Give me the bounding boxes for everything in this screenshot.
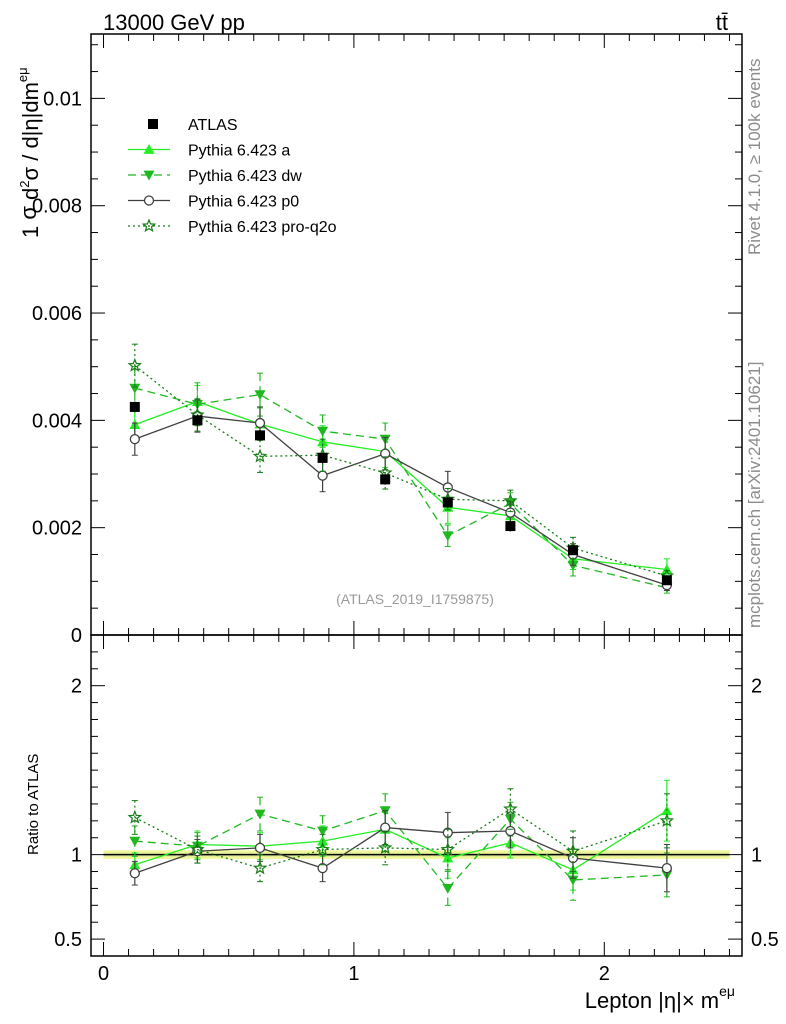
atlas-data-point (661, 575, 672, 586)
main-line-pythia-6-423-pro-q2o (134, 365, 668, 577)
analysis-watermark: (ATLAS_2019_I1759875) (336, 591, 494, 607)
ratio-point-pythia-6-423-pro-q2o (503, 801, 518, 816)
main-point-pythia-6-423-p0 (317, 470, 328, 481)
main-y-axis-label: 1 σ d2σ / d|η|dmeμ (15, 67, 43, 238)
x-tick-label: 0 (98, 963, 109, 985)
main-point-pythia-6-423-p0 (129, 433, 140, 445)
ratio-point-pythia-6-423-dw (442, 884, 454, 894)
atlas-data-point (192, 415, 203, 426)
atlas-data (129, 401, 672, 586)
ratio-point-pythia-6-423-p0 (129, 868, 140, 879)
main-point-pythia-6-423-pro-q2o (127, 357, 143, 372)
atlas-data-point (505, 521, 516, 532)
legend-marker-pythia-6-423-dw (143, 170, 155, 181)
process-label: tt̄ (716, 10, 728, 35)
atlas-data-point (317, 452, 328, 463)
ratio-point-pythia-6-423-dw (317, 826, 329, 837)
legend-marker-pythia-6-423-pro-q2o (141, 218, 157, 233)
ratio-frame (90, 634, 743, 957)
rivet-label: Rivet 4.1.0, ≥ 100k events (745, 59, 764, 255)
main-point-pythia-6-423-dw (317, 426, 329, 437)
main-point-pythia-6-423-pro-q2o (252, 448, 268, 463)
ratio-point-pythia-6-423-pro-q2o (127, 809, 143, 824)
main-point-pythia-6-423-dw (129, 383, 141, 394)
ratio-line-pythia-6-423-a (134, 810, 668, 871)
energy-label: 13000 GeV pp (103, 10, 245, 35)
legend-marker-pythia-6-423-a (143, 144, 155, 154)
main-point-pythia-6-423-pro-q2o (503, 493, 518, 508)
ratio-y-tick-label-right: 0.5 (751, 929, 779, 951)
atlas-data-point (442, 497, 453, 508)
ratio-panel: 0 1 2 0.5 0.5 1 1 2 2 Ratio to ATLAS Lepton |η|×… (25, 634, 779, 1013)
ratio-point-pythia-6-423-pro-q2o (252, 860, 268, 875)
main-y-tick-label: 0 (71, 625, 82, 647)
ratio-y-tick-label: 1 (71, 845, 82, 867)
legend-label-pythia-6-423-dw: Pythia 6.423 dw (188, 168, 302, 185)
main-point-pythia-6-423-p0 (442, 482, 453, 493)
ratio-y-tick-label-right: 1 (751, 845, 762, 867)
legend-label-atlas: ATLAS (188, 117, 238, 134)
legend-label-pythia-6-423-p0: Pythia 6.423 p0 (188, 194, 299, 211)
ratio-point-pythia-6-423-dw (129, 836, 141, 847)
main-point-pythia-6-423-dw (567, 560, 579, 571)
ratio-point-pythia-6-423-a (442, 852, 454, 863)
ratio-line-pythia-6-423-dw (134, 809, 667, 890)
main-point-pythia-6-423-dw (442, 531, 454, 542)
ratio-ticks (91, 634, 742, 956)
ratio-point-pythia-6-423-dw (254, 809, 266, 820)
ratio-point-pythia-6-423-pro-q2o (315, 841, 330, 856)
legend-label-pythia-6-423-pro-q2o: Pythia 6.423 pro-q2o (188, 219, 337, 236)
ratio-point-pythia-6-423-p0 (254, 842, 266, 854)
legend-marker-atlas (148, 119, 158, 129)
main-line-pythia-6-423-p0 (134, 415, 668, 586)
ratio-point-pythia-6-423-p0 (317, 862, 328, 874)
atlas-data-point (255, 430, 266, 441)
atlas-data-point (129, 401, 140, 412)
atlas-data-point (380, 474, 391, 485)
mcplots-label: mcplots.cern.ch [arXiv:2401.10621] (745, 362, 764, 628)
main-point-pythia-6-423-p0 (505, 507, 516, 518)
main-series (127, 343, 675, 594)
main-y-tick-labels: 0 0.002 0.004 0.006 0.008 0.01 (32, 88, 82, 647)
legend: ATLAS Pythia 6.423 a Pythia 6.423 dw Pythia… (128, 117, 337, 236)
main-y-ticks (91, 34, 742, 636)
ratio-point-pythia-6-423-p0 (442, 827, 453, 838)
ratio-point-pythia-6-423-pro-q2o (659, 813, 675, 828)
ratio-uncertainty-band (103, 850, 730, 859)
ratio-series (127, 779, 675, 906)
ratio-line-pythia-6-423-pro-q2o (134, 808, 668, 869)
ratio-y-tick-label-right: 2 (751, 676, 762, 698)
atlas-data-point (567, 545, 578, 556)
legend-label-pythia-6-423-a: Pythia 6.423 a (188, 143, 290, 160)
legend-marker-pythia-6-423-p0 (143, 195, 155, 206)
ratio-point-pythia-6-423-p0 (505, 825, 516, 837)
main-y-tick-label: 0.004 (32, 410, 82, 432)
main-point-pythia-6-423-dw (254, 390, 266, 401)
main-y-tick-label: 0.01 (43, 88, 82, 110)
x-axis-label: Lepton |η|× meμ (585, 983, 735, 1013)
ratio-point-pythia-6-423-pro-q2o (440, 841, 456, 856)
ratio-point-pythia-6-423-pro-q2o (190, 841, 205, 856)
main-y-tick-label: 0.002 (32, 518, 82, 540)
ratio-point-pythia-6-423-p0 (661, 862, 673, 874)
x-tick-label: 1 (348, 963, 359, 985)
ratio-y-tick-label: 2 (71, 676, 82, 698)
x-tick-label: 2 (599, 963, 610, 985)
main-y-tick-label: 0.006 (32, 303, 82, 325)
ratio-point-pythia-6-423-pro-q2o (377, 840, 393, 855)
main-panel: 0 0.002 0.004 0.006 0.008 0.01 (ATLAS_2019_I1… (15, 33, 743, 647)
ratio-point-pythia-6-423-pro-q2o (565, 843, 581, 858)
main-y-tick-label: 0.008 (32, 196, 82, 218)
ratio-y-tick-label: 0.5 (54, 929, 82, 951)
ratio-y-axis-label: Ratio to ATLAS (25, 754, 42, 855)
ratio-tick-labels: 0 1 2 0.5 0.5 1 1 2 2 (54, 676, 779, 985)
main-point-pythia-6-423-p0 (254, 417, 266, 429)
